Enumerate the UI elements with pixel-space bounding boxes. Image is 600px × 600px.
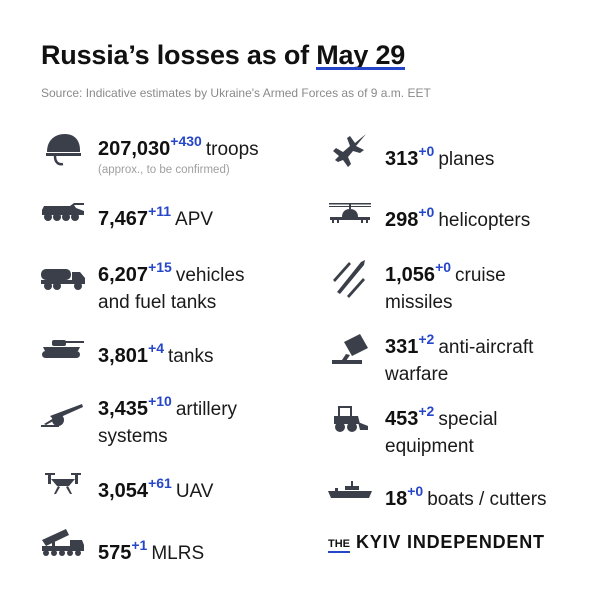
stat-boats: 18+0 boats / cutters xyxy=(325,478,547,513)
stat-value: 575 xyxy=(98,542,132,564)
page-title: Russia’s losses as of May 29 xyxy=(41,40,405,71)
stat-label: UAV xyxy=(175,481,214,502)
stat-label: anti-aircraft xyxy=(438,337,534,358)
stat-planes: 313+0 planes xyxy=(325,134,495,173)
stat-label: MLRS xyxy=(151,543,205,564)
stat-value: 7,467 xyxy=(98,208,149,230)
title-prefix: Russia’s losses as of xyxy=(41,40,309,70)
stat-label-line2: systems xyxy=(98,426,168,447)
stat-delta: +10 xyxy=(148,393,172,409)
helmet-icon xyxy=(38,128,88,166)
stat-value: 298 xyxy=(385,209,419,231)
stat-value: 18 xyxy=(385,488,408,510)
stat-value: 1,056 xyxy=(385,264,436,286)
stat-label: troops xyxy=(205,139,259,160)
stat-label-line2: missiles xyxy=(385,292,453,313)
stat-label: cruise xyxy=(455,265,506,286)
stat-delta: +430 xyxy=(170,133,202,149)
stat-label: planes xyxy=(438,149,495,170)
stat-anti-aircraft: 331+2 anti-aircraft warfare xyxy=(325,326,533,388)
stat-troops: 207,030+430 troops (approx., to be confir… xyxy=(38,128,259,177)
stat-value: 3,054 xyxy=(98,480,149,502)
stat-label: tanks xyxy=(168,346,214,367)
stat-artillery: 3,435+10 artillery systems xyxy=(38,388,237,450)
stat-label: helicopters xyxy=(438,210,531,231)
logo-the: THE xyxy=(328,538,350,553)
stat-mlrs: 575+1 MLRS xyxy=(38,529,205,567)
stat-delta: +11 xyxy=(148,203,172,219)
mlrs-icon xyxy=(38,526,88,556)
tank-icon xyxy=(38,335,88,359)
plane-icon xyxy=(325,132,375,170)
stat-value: 313 xyxy=(385,148,419,170)
stat-delta: +0 xyxy=(418,204,435,220)
stat-tanks: 3,801+4 tanks xyxy=(38,335,213,370)
stat-helicopters: 298+0 helicopters xyxy=(325,199,530,234)
source-note: Source: Indicative estimates by Ukraine'… xyxy=(41,86,431,100)
stat-apv: 7,467+11 APV xyxy=(38,198,213,233)
stat-label-line2: and fuel tanks xyxy=(98,292,217,313)
stat-value: 331 xyxy=(385,336,419,358)
stat-delta: +15 xyxy=(148,259,172,275)
stat-value: 6,207 xyxy=(98,264,149,286)
stat-note: (approx., to be confirmed) xyxy=(98,164,230,176)
stat-cruise-missiles: 1,056+0 cruise missiles xyxy=(325,254,506,316)
stat-vehicles: 6,207+15 vehicles and fuel tanks xyxy=(38,254,244,316)
stat-delta: +0 xyxy=(418,143,435,159)
stat-label: vehicles xyxy=(175,265,245,286)
missile-icon xyxy=(325,254,375,298)
stat-delta: +2 xyxy=(418,331,435,347)
ship-icon xyxy=(325,478,375,500)
stat-delta: +4 xyxy=(148,340,165,356)
stat-label: special xyxy=(438,409,498,430)
stat-value: 453 xyxy=(385,408,419,430)
apv-icon xyxy=(38,198,88,222)
stat-special-equipment: 453+2 special equipment xyxy=(325,398,498,460)
loader-icon xyxy=(325,398,375,434)
stat-label: boats / cutters xyxy=(427,489,547,510)
stat-delta: +2 xyxy=(418,403,435,419)
stat-label-line2: equipment xyxy=(385,436,474,457)
helicopter-icon xyxy=(325,199,375,225)
anti-aircraft-icon xyxy=(325,326,375,366)
stat-delta: +0 xyxy=(407,483,424,499)
stat-label: artillery xyxy=(175,399,238,420)
stat-value: 207,030 xyxy=(98,138,171,160)
stat-delta: +0 xyxy=(435,259,452,275)
kyiv-independent-logo: THE KYIV INDEPENDENT xyxy=(328,532,545,553)
stat-value: 3,801 xyxy=(98,345,149,367)
stat-label-line2: warfare xyxy=(385,364,449,385)
title-date: May 29 xyxy=(316,40,406,70)
logo-name: KYIV INDEPENDENT xyxy=(356,532,545,552)
stat-value: 3,435 xyxy=(98,398,149,420)
stat-label: APV xyxy=(175,209,214,230)
fuel-truck-icon xyxy=(38,254,88,290)
stat-uav: 3,054+61 UAV xyxy=(38,470,213,505)
stat-delta: +1 xyxy=(131,537,148,553)
artillery-icon xyxy=(38,388,88,428)
drone-icon xyxy=(38,470,88,496)
stat-delta: +61 xyxy=(148,475,172,491)
